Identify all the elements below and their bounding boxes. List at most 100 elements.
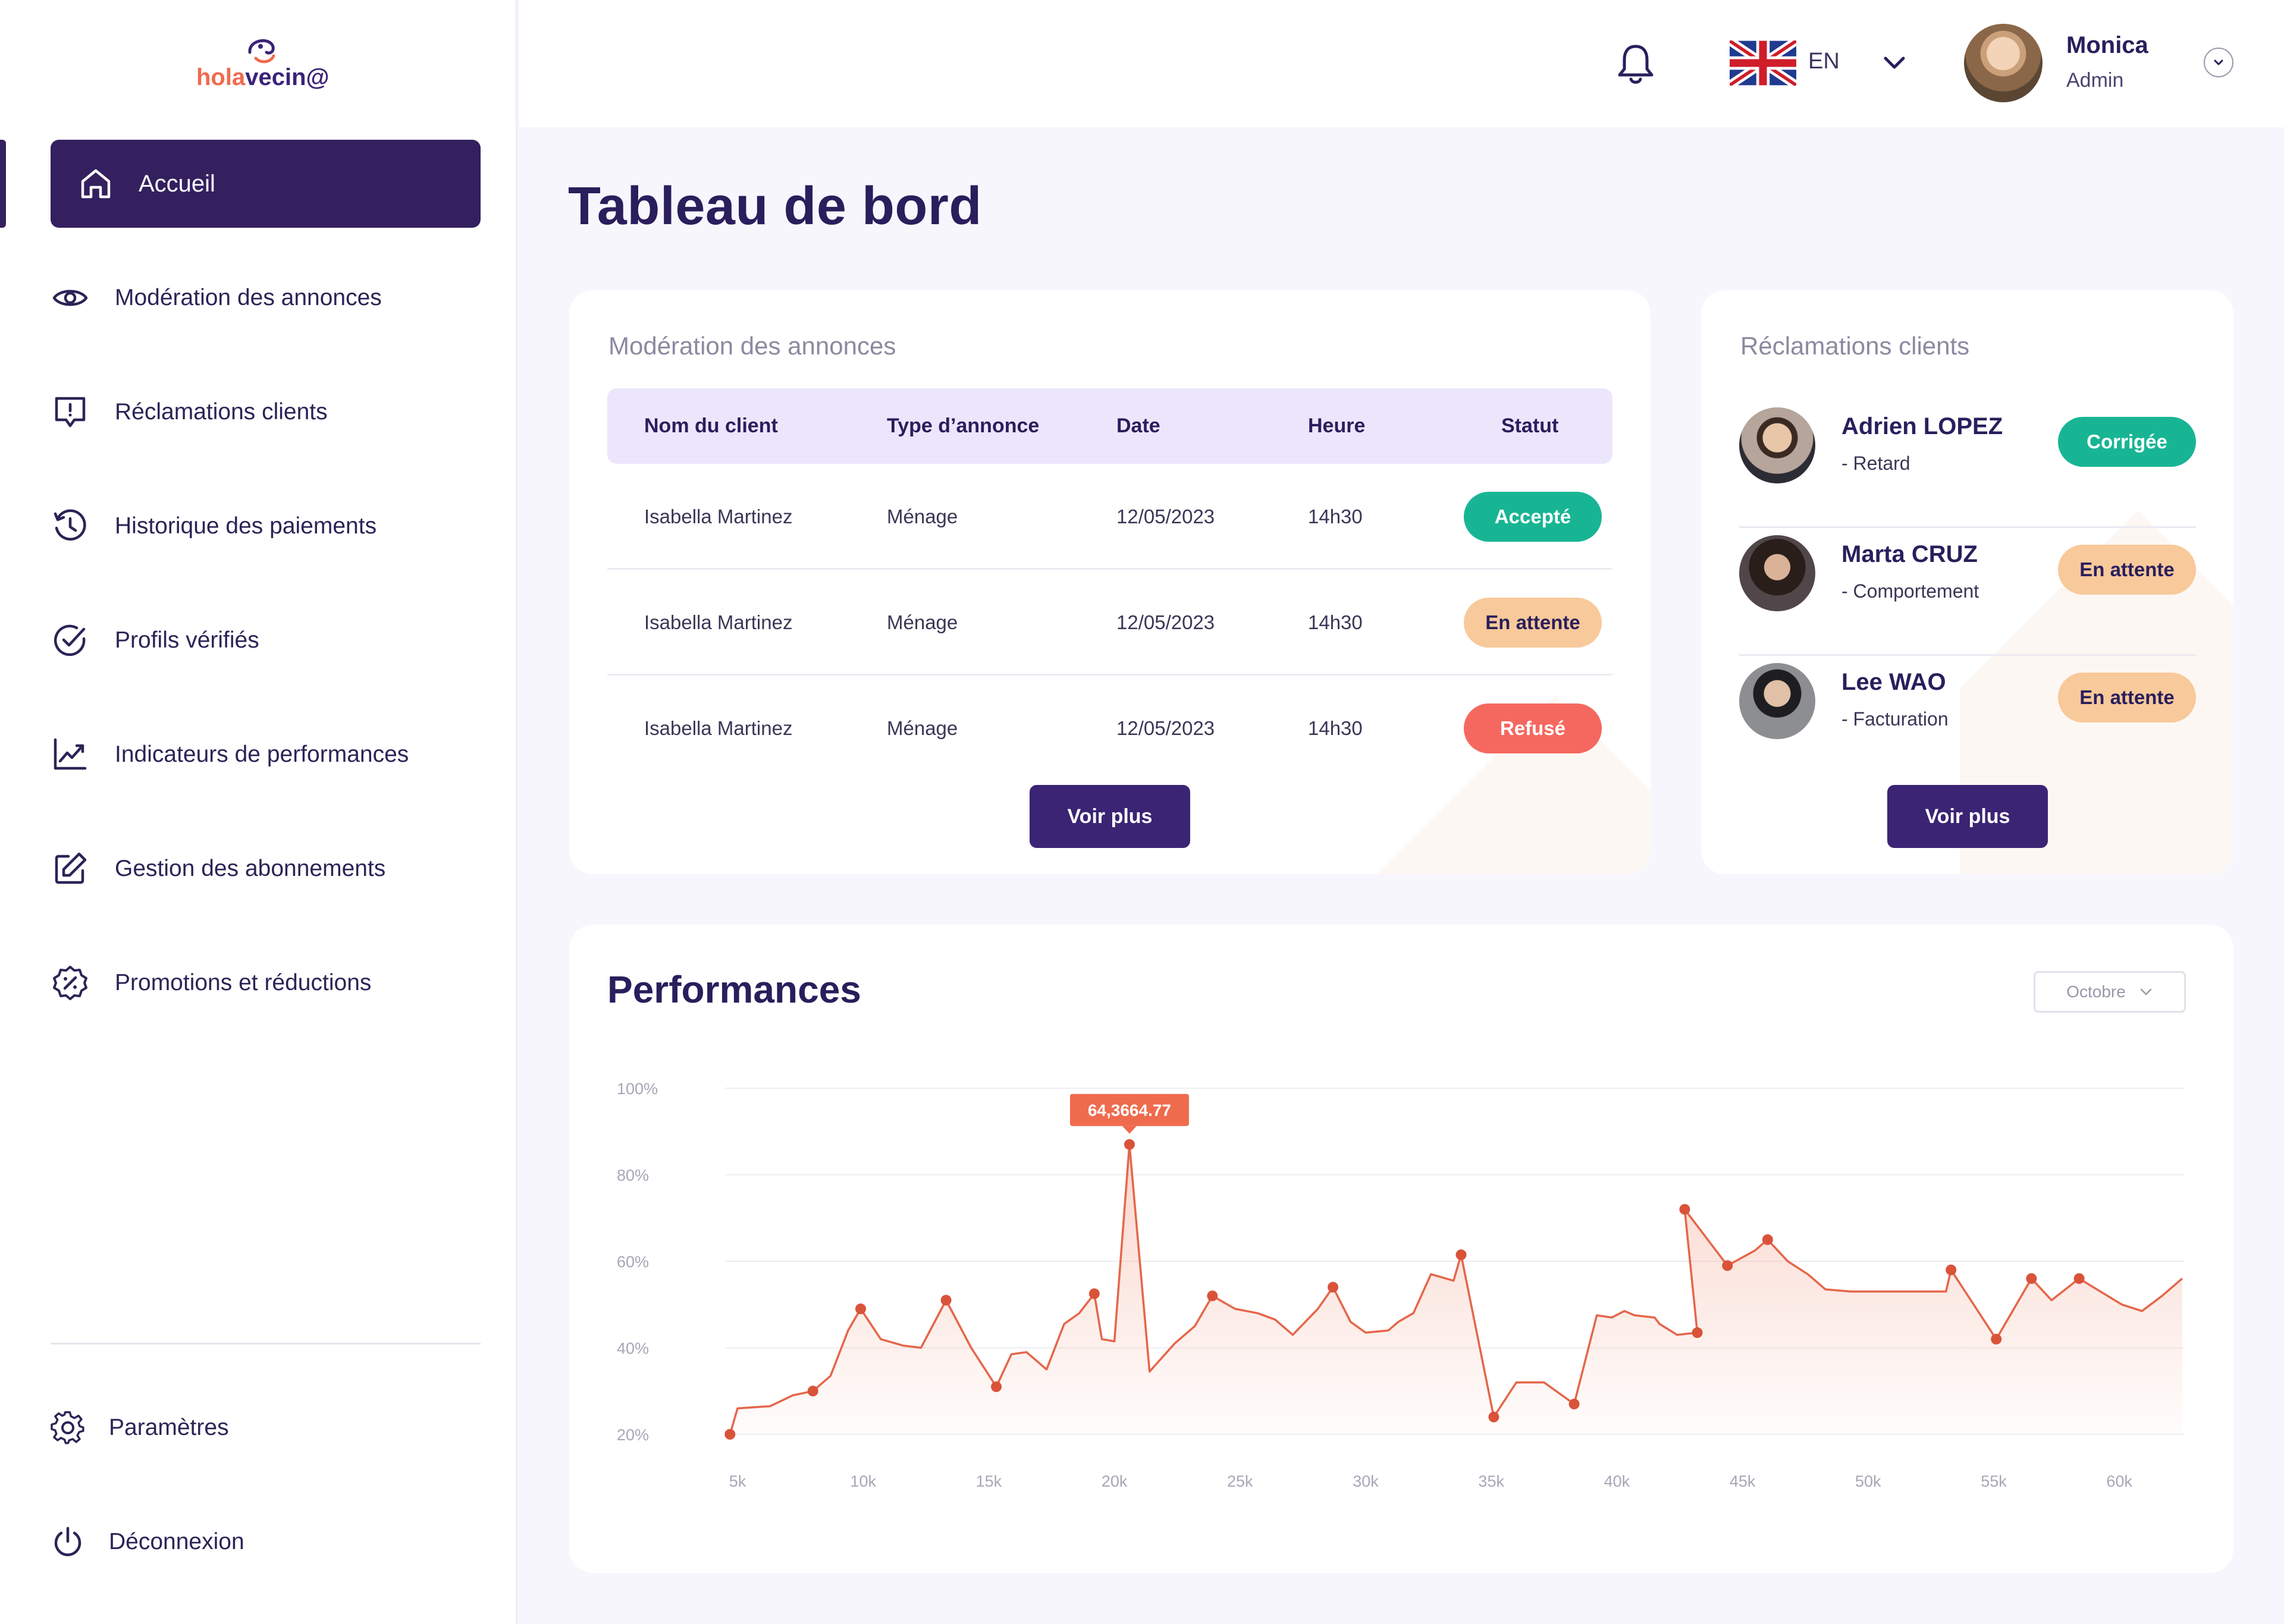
data-point	[940, 1295, 952, 1306]
claim-reason: - Retard	[1841, 453, 1910, 474]
x-tick-label: 35k	[1478, 1472, 1504, 1490]
sidebar-item-label: Accueil	[139, 170, 215, 197]
chevron-down-icon[interactable]	[1881, 52, 1908, 74]
sidebar-item-moderation[interactable]: Modération des annonces	[51, 271, 481, 325]
tooltip-arrow	[1122, 1126, 1137, 1134]
sidebar-item-profils[interactable]: Profils vérifiés	[51, 614, 481, 667]
status-badge[interactable]: En attente	[2058, 673, 2196, 723]
claim-reason: - Comportement	[1841, 580, 1979, 602]
card-title: Réclamations clients	[1740, 332, 1970, 360]
status-badge[interactable]: En attente	[2058, 545, 2196, 595]
x-tick-label: 45k	[1730, 1472, 1756, 1490]
client-avatar	[1739, 663, 1815, 739]
cell-client: Isabella Martinez	[644, 717, 793, 739]
series-area	[730, 1144, 2182, 1434]
brand-wordmark: holavecin@	[196, 64, 330, 91]
sidebar-item-label: Historique des paiements	[115, 513, 377, 539]
sidebar-item-label: Paramètres	[109, 1415, 229, 1440]
table-header: Nom du client Type d’annonce Date Heure …	[607, 388, 1612, 464]
sidebar-item-label: Gestion des abonnements	[115, 856, 386, 881]
table-row[interactable]: Isabella Martinez Ménage 12/05/2023 14h3…	[607, 676, 1612, 781]
performance-chart[interactable]: 100% 80% 60% 40% 20% 5k 10k 15k 20k 25k 30k 35k 40k 4…	[569, 925, 2233, 1573]
user-menu-button[interactable]	[2204, 48, 2233, 77]
data-point	[2073, 1273, 2085, 1284]
sidebar-item-abonnements[interactable]: Gestion des abonnements	[51, 842, 481, 896]
data-point	[1207, 1290, 1218, 1302]
data-point	[1488, 1411, 1499, 1422]
status-badge[interactable]: Accepté	[1464, 492, 1602, 542]
claim-reason: - Facturation	[1841, 708, 1949, 730]
x-tick-label: 20k	[1102, 1472, 1128, 1490]
bell-icon[interactable]	[1615, 42, 1656, 86]
column-header[interactable]: Type d’annonce	[887, 414, 1040, 437]
x-tick-label: 55k	[1981, 1472, 2007, 1490]
claim-item[interactable]: Lee WAO - Facturation En attente	[1739, 656, 2196, 784]
x-tick-label: 15k	[976, 1472, 1002, 1490]
y-tick-label: 100%	[617, 1080, 658, 1098]
table-row[interactable]: Isabella Martinez Ménage 12/05/2023 14h3…	[607, 570, 1612, 676]
sidebar-item-historique[interactable]: Historique des paiements	[51, 500, 481, 553]
data-point	[1568, 1399, 1580, 1410]
eye-icon	[52, 290, 88, 306]
sidebar-item-label: Modération des annonces	[115, 285, 382, 310]
user-name: Monica	[2066, 32, 2148, 58]
client-name: Marta CRUZ	[1841, 541, 1978, 567]
sidebar-item-promotions[interactable]: Promotions et réductions	[51, 956, 481, 1010]
check-circle-icon	[54, 624, 86, 656]
table-row[interactable]: Isabella Martinez Ménage 12/05/2023 14h3…	[607, 464, 1612, 570]
data-point	[807, 1386, 818, 1397]
voir-plus-button[interactable]: Voir plus	[1887, 785, 2048, 848]
column-header[interactable]: Statut	[1501, 414, 1559, 437]
sidebar-item-label: Promotions et réductions	[115, 970, 372, 995]
language-code[interactable]: EN	[1808, 49, 1840, 74]
tooltip-label: 64,3664.77	[1088, 1101, 1171, 1120]
column-header[interactable]: Heure	[1308, 414, 1366, 437]
claim-item[interactable]: Adrien LOPEZ - Retard Corrigée	[1739, 400, 2196, 528]
status-badge[interactable]: Corrigée	[2058, 417, 2196, 467]
status-badge[interactable]: En attente	[1464, 598, 1602, 648]
x-tick-label: 50k	[1855, 1472, 1881, 1490]
performance-card: Performances Octobre 100% 80% 60% 40% 20% 5k 1…	[569, 925, 2233, 1573]
column-header[interactable]: Nom du client	[644, 414, 778, 437]
moderation-card: Modération des annonces Nom du client Ty…	[569, 290, 1651, 874]
cell-type: Ménage	[887, 717, 958, 739]
chevron-down-icon	[2214, 59, 2223, 65]
month-select-value: Octobre	[2066, 982, 2126, 1001]
discount-icon	[53, 966, 87, 1000]
x-tick-label: 10k	[850, 1472, 876, 1490]
month-select[interactable]: Octobre	[2034, 971, 2186, 1013]
data-point	[1722, 1260, 1733, 1271]
sidebar-item-parametres[interactable]: Paramètres	[51, 1401, 481, 1455]
data-point	[2026, 1273, 2037, 1284]
data-point	[1328, 1281, 1339, 1293]
sidebar-item-deconnexion[interactable]: Déconnexion	[51, 1515, 481, 1569]
brand-logo[interactable]: holavecin@	[196, 34, 330, 100]
cell-time: 14h30	[1308, 611, 1363, 633]
sidebar-item-label: Indicateurs de performances	[115, 742, 409, 767]
x-tick-label: 30k	[1353, 1472, 1379, 1490]
client-name: Adrien LOPEZ	[1841, 413, 2003, 439]
x-tick-label: 60k	[2106, 1472, 2132, 1490]
client-avatar	[1739, 535, 1815, 611]
user-avatar[interactable]	[1964, 24, 2043, 102]
claims-card: Réclamations clients Adrien LOPEZ - Reta…	[1701, 290, 2233, 874]
section-title: Performances	[607, 968, 861, 1011]
sidebar-item-reclamations[interactable]: Réclamations clients	[51, 385, 481, 439]
sidebar-item-accueil[interactable]: Accueil	[51, 140, 481, 228]
active-indicator	[0, 140, 6, 228]
home-icon	[81, 169, 111, 199]
cell-client: Isabella Martinez	[644, 611, 793, 633]
data-point	[1124, 1139, 1135, 1150]
x-tick-label: 5k	[729, 1472, 746, 1490]
cell-date: 12/05/2023	[1116, 611, 1215, 633]
cell-date: 12/05/2023	[1116, 505, 1215, 527]
voir-plus-button[interactable]: Voir plus	[1030, 785, 1190, 848]
status-badge[interactable]: Refusé	[1464, 703, 1602, 753]
data-point	[1679, 1204, 1690, 1215]
sidebar-item-indicateurs[interactable]: Indicateurs de performances	[51, 728, 481, 781]
claim-item[interactable]: Marta CRUZ - Comportement En attente	[1739, 528, 2196, 656]
data-point	[991, 1381, 1002, 1392]
y-tick-label: 40%	[617, 1340, 649, 1358]
uk-flag-icon[interactable]	[1730, 40, 1796, 86]
column-header[interactable]: Date	[1116, 414, 1160, 437]
